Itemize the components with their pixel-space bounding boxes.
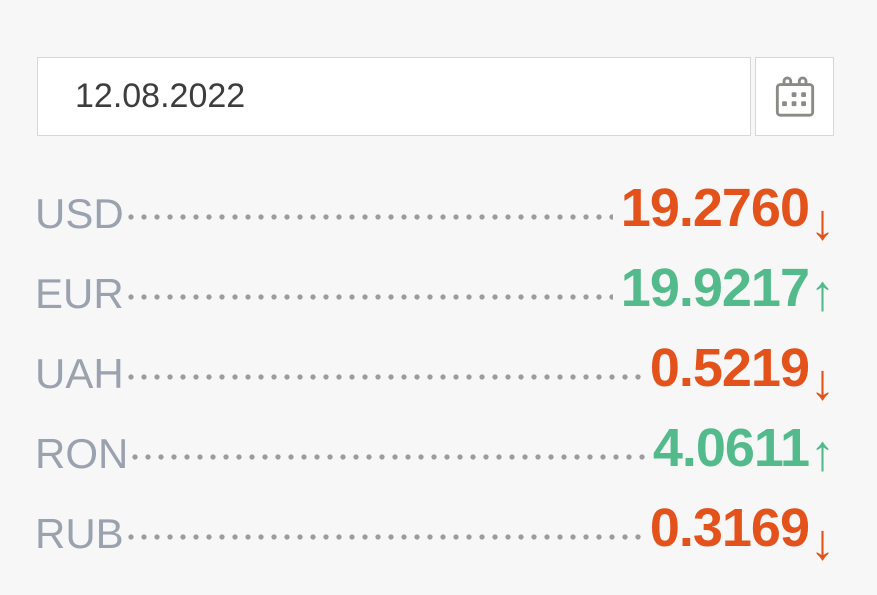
down-arrow-icon: ↓: [810, 514, 835, 570]
down-arrow-icon: ↓: [810, 354, 835, 410]
rate-row[interactable]: RUB 0.3169 ↓: [35, 487, 835, 567]
up-arrow-icon: ↑: [810, 265, 835, 321]
currency-code: EUR: [35, 270, 124, 317]
currency-code: RUB: [35, 510, 124, 557]
rate-row[interactable]: UAH 0.5219 ↓: [35, 327, 835, 407]
currency-code: RON: [35, 430, 129, 477]
rate-value: 4.0611: [652, 418, 810, 478]
rate-value: 0.5219: [649, 338, 810, 398]
dotted-leader: [127, 374, 642, 380]
dotted-leader: [127, 214, 613, 220]
rate-row[interactable]: RON 4.0611 ↑: [35, 407, 835, 487]
dotted-leader: [127, 294, 613, 300]
dotted-leader: [127, 534, 642, 540]
date-input[interactable]: [37, 57, 751, 136]
date-picker: [37, 57, 834, 136]
calendar-icon: [775, 75, 814, 117]
dotted-leader: [132, 454, 645, 460]
rate-row[interactable]: USD 19.2760 ↓: [35, 167, 835, 247]
rate-value: 19.2760: [620, 178, 810, 238]
down-arrow-icon: ↓: [810, 194, 835, 250]
currency-code: UAH: [35, 350, 124, 397]
rate-value: 0.3169: [649, 498, 810, 558]
up-arrow-icon: ↑: [810, 425, 835, 481]
rates-list: USD 19.2760 ↓ EUR 19.9217 ↑ UAH 0.5219 ↓…: [35, 167, 835, 567]
calendar-button[interactable]: [755, 57, 834, 136]
rate-row[interactable]: EUR 19.9217 ↑: [35, 247, 835, 327]
currency-code: USD: [35, 190, 124, 237]
rate-value: 19.9217: [620, 258, 810, 318]
